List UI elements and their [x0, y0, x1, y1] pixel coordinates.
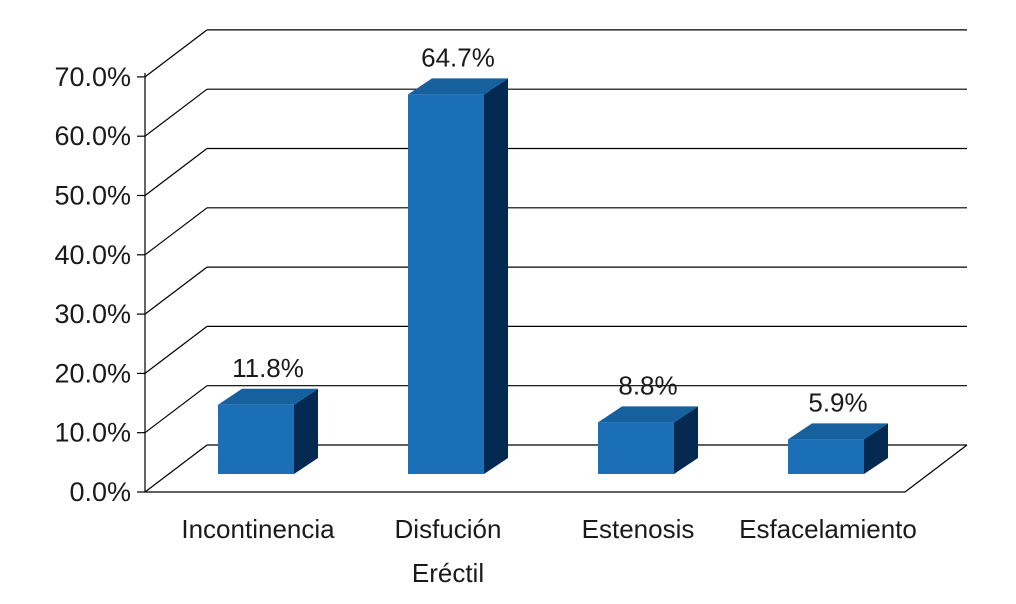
y-tick-label: 20.0%: [54, 358, 131, 388]
gridline-diagonal: [144, 385, 208, 434]
y-tick-label: 60.0%: [54, 121, 131, 151]
gridline-diagonal: [144, 266, 208, 315]
category-label: Incontinencia: [181, 514, 335, 544]
gridline-diagonal: [144, 444, 208, 493]
bar-top: [218, 388, 318, 405]
labels-layer: 0.0% 10.0% 20.0% 30.0% 40.0% 50.0% 60.0% 70.0% 1…: [54, 42, 916, 588]
bar-top: [598, 406, 698, 423]
bar-side: [484, 78, 508, 475]
category-label: Esfacelamiento: [739, 514, 917, 544]
bar-side: [674, 406, 698, 474]
bar: [408, 94, 484, 475]
gridline-diagonal: [144, 207, 208, 256]
y-tick-label: 70.0%: [54, 62, 131, 92]
data-label: 11.8%: [232, 353, 304, 383]
bar: [788, 439, 864, 474]
gridline-diagonal: [144, 29, 208, 78]
y-tick-label: 50.0%: [54, 181, 131, 211]
grid-layer: [137, 29, 968, 493]
y-tick-label: 40.0%: [54, 240, 131, 270]
gridline-diagonal: [144, 325, 208, 374]
gridline-diagonal: [144, 148, 208, 196]
bar-side: [864, 423, 888, 474]
floor-right-edge: [904, 444, 968, 493]
bar: [598, 422, 674, 474]
data-label: 5.9%: [808, 387, 867, 417]
bar-side: [294, 388, 318, 474]
category-label: Estenosis: [582, 514, 695, 544]
category-label: Disfución Eréctil: [395, 514, 502, 588]
gridline-diagonal: [144, 88, 208, 137]
y-tick-label: 30.0%: [54, 299, 131, 329]
data-label: 64.7%: [421, 42, 495, 72]
bar-top: [788, 423, 888, 440]
bars-layer: [218, 78, 888, 475]
y-tick-label: 10.0%: [54, 418, 131, 448]
bar: [218, 404, 294, 474]
bar-top: [408, 78, 508, 95]
data-label: 8.8%: [618, 370, 677, 400]
y-tick-label: 0.0%: [69, 477, 131, 507]
